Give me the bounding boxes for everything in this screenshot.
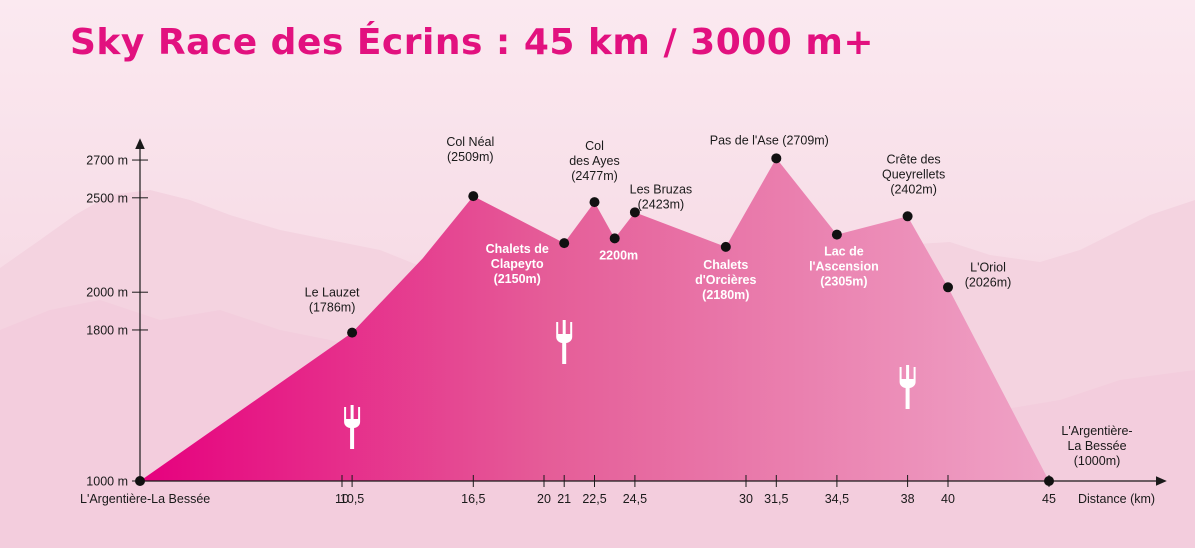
y-tick-label: 2000 m (86, 286, 128, 300)
data-point (609, 233, 620, 244)
point-label: Chalets de Clapeyto (2150m) (486, 242, 549, 286)
data-point (943, 282, 953, 293)
point-label-line: L'Argentière- (1061, 424, 1132, 438)
point-label-line: (2477m) (571, 169, 618, 183)
elevation-area (140, 158, 1049, 482)
x-axis-title: Distance (km) (1078, 492, 1155, 506)
aid-station-layer (344, 320, 916, 449)
x-start-label: L'Argentière-La Bessée (80, 492, 210, 506)
y-tick-label: 1000 m (86, 475, 128, 489)
x-tick-label: 20 (537, 492, 551, 506)
x-tick-label: 10,5 (340, 492, 364, 506)
data-point (559, 238, 570, 249)
point-label: L'Oriol (2026m) (965, 260, 1012, 289)
data-point (135, 476, 145, 486)
point-label-line: (1000m) (1074, 454, 1121, 468)
data-point (1044, 476, 1054, 486)
fork-icon (344, 405, 361, 449)
point-label-line: (2180m) (702, 288, 749, 302)
data-point (589, 197, 600, 208)
point-label-line: des Ayes (569, 154, 620, 168)
point-label-line: Chalets de (486, 242, 549, 256)
y-tick-label: 2700 m (86, 154, 128, 168)
x-tick-label: 38 (901, 492, 915, 506)
point-label-line: Chalets (703, 258, 748, 272)
point-label-line: Col Néal (446, 135, 494, 149)
point-label-line: Lac de (824, 245, 864, 259)
x-tick-label: 21 (557, 492, 571, 506)
point-label-line: (2402m) (890, 182, 937, 196)
point-label: Les Bruzas (2423m) (630, 182, 693, 211)
point-label-line: (2423m) (638, 197, 685, 211)
point-label-line: (2150m) (494, 272, 541, 286)
x-tick-label: 30 (739, 492, 753, 506)
point-label-line: d'Orcières (695, 273, 756, 287)
data-point (771, 153, 782, 164)
fork-icon (556, 320, 573, 364)
point-label-line: Crête des (886, 152, 940, 166)
x-tick-label: 34,5 (825, 492, 849, 506)
point-label-line: Pas de l'Ase (2709m) (710, 133, 829, 147)
data-point (831, 229, 842, 240)
y-tick-label: 2500 m (86, 191, 128, 205)
point-label-line: (1786m) (309, 301, 356, 315)
point-label: Lac de l'Ascension (2305m) (809, 245, 879, 289)
point-label: Pas de l'Ase (2709m) (710, 133, 829, 147)
data-point (902, 211, 913, 222)
x-tick-label: 24,5 (623, 492, 647, 506)
data-point (347, 327, 358, 338)
x-tick-label: 16,5 (461, 492, 485, 506)
point-label: Le Lauzet (1786m) (305, 286, 360, 315)
point-label: Col Néal (2509m) (446, 135, 494, 164)
x-tick-label: 22,5 (582, 492, 606, 506)
point-label: Col des Ayes (2477m) (569, 139, 620, 183)
point-label: 2200m (599, 248, 638, 262)
point-label-line: La Bessée (1067, 439, 1126, 453)
point-label: Chalets d'Orcières (2180m) (695, 258, 756, 302)
point-label-line: Le Lauzet (305, 286, 360, 300)
point-label: L'Argentière-La Bessée (1000m) (1061, 424, 1132, 468)
point-label-line: (2509m) (447, 150, 494, 164)
point-label-line: (2305m) (820, 275, 867, 289)
area-layer (140, 158, 1049, 482)
points-layer (135, 153, 1054, 486)
data-point (629, 207, 640, 218)
point-label-line: Col (585, 139, 604, 153)
labels-layer: Le Lauzet (1786m) Col Néal (2509m) Chalets d… (305, 133, 1133, 468)
x-tick-label: 40 (941, 492, 955, 506)
x-tick-label: 45 (1042, 492, 1056, 506)
point-label-line: 2200m (599, 248, 638, 262)
point-label-line: Les Bruzas (630, 182, 693, 196)
point-label-line: Queyrellets (882, 167, 945, 181)
point-label-line: l'Ascension (809, 260, 879, 274)
point-label-line: L'Oriol (970, 260, 1006, 274)
point-label: Crête des Queyrellets (2402m) (882, 152, 945, 196)
fork-icon (899, 365, 916, 409)
x-tick-label: 10 (335, 492, 349, 506)
data-point (468, 191, 479, 202)
y-tick-label: 1800 m (86, 323, 128, 337)
x-tick-label: 31,5 (764, 492, 788, 506)
data-point (720, 241, 731, 252)
page-title: Sky Race des Écrins : 45 km / 3000 m+ (70, 22, 875, 63)
point-label-line: Clapeyto (491, 257, 544, 271)
point-label-line: (2026m) (965, 275, 1012, 289)
